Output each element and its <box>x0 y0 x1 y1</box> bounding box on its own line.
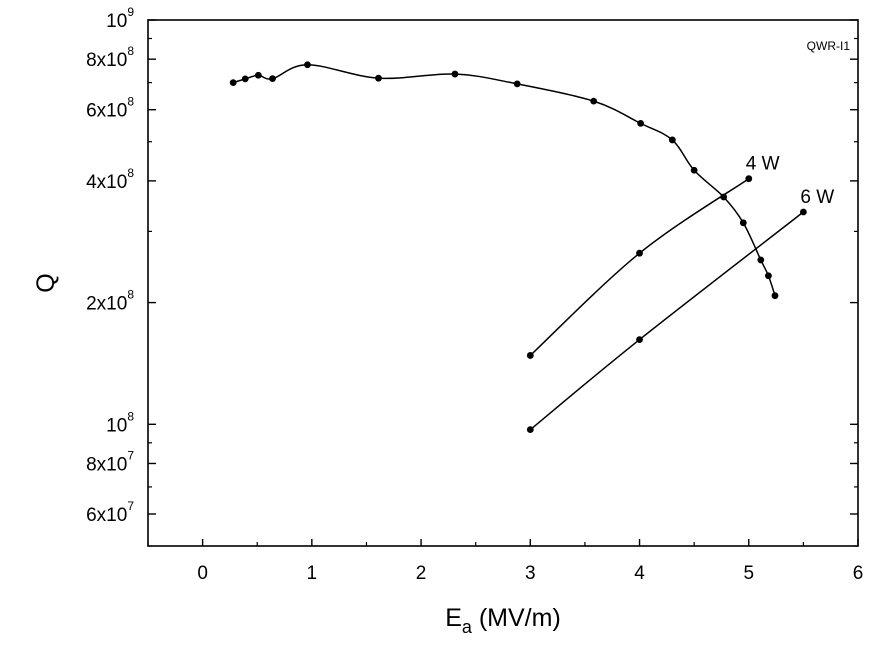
data-point <box>636 249 643 257</box>
data-point <box>745 175 753 183</box>
y-tick-label: 4x108 <box>86 166 134 193</box>
series-line <box>529 211 804 431</box>
data-point <box>690 166 698 174</box>
y-tick-label: 109 <box>106 5 134 32</box>
data-point <box>668 136 676 144</box>
y-tick-label: 6x107 <box>86 499 134 526</box>
x-axis-title-main: E <box>445 604 462 632</box>
data-point <box>375 74 382 82</box>
data-point <box>254 71 262 79</box>
data-point <box>526 426 534 434</box>
data-point <box>757 256 765 264</box>
series-label: 4 W <box>746 154 780 175</box>
x-tick-label: 3 <box>525 563 536 584</box>
x-axis-title-sub: a <box>462 617 473 637</box>
x-tick-label: 4 <box>634 563 645 584</box>
plot-frame <box>147 19 859 547</box>
x-tick-label: 5 <box>743 563 754 584</box>
y-tick-label: 2x108 <box>86 288 134 315</box>
x-tick-label: 0 <box>197 563 208 584</box>
annotation-label: QWR-I1 <box>807 39 851 53</box>
data-point <box>765 272 772 280</box>
data-point <box>513 80 521 88</box>
data-point <box>451 70 459 78</box>
tick-labels: 0 1 2 3 4 5 6 6x107 8x107 108 2x108 4x108 6x108 8x108… <box>86 5 863 584</box>
y-axis-title: Q <box>32 273 60 292</box>
y-tick-label: 6x108 <box>86 95 134 122</box>
x-axis-title-rest: (MV/m) <box>472 604 561 632</box>
series-line <box>529 178 750 357</box>
y-tick-label: 108 <box>106 409 134 436</box>
data-point <box>636 336 643 343</box>
data-point <box>739 219 747 227</box>
y-tick-label: 8x107 <box>86 448 134 475</box>
x-tick-label: 1 <box>307 563 318 584</box>
data-point <box>637 119 645 127</box>
data-point <box>269 75 276 83</box>
y-tick-label: 8x108 <box>86 44 134 71</box>
series-label: 6 W <box>800 187 834 208</box>
data-point <box>720 193 728 201</box>
curves <box>232 64 804 431</box>
x-axis-title: Ea (MV/m) <box>445 604 561 637</box>
data-point <box>304 61 311 69</box>
points <box>229 61 807 434</box>
series-labels: 4 W 6 W <box>746 154 834 208</box>
data-point <box>799 208 807 216</box>
x-tick-label: 2 <box>416 563 427 584</box>
data-point <box>590 97 598 105</box>
data-point <box>241 75 249 83</box>
data-point <box>771 292 779 300</box>
series-line <box>232 64 776 296</box>
ticks <box>147 19 859 547</box>
data-point <box>229 79 237 87</box>
data-point <box>526 352 534 359</box>
x-tick-label: 6 <box>853 563 864 584</box>
